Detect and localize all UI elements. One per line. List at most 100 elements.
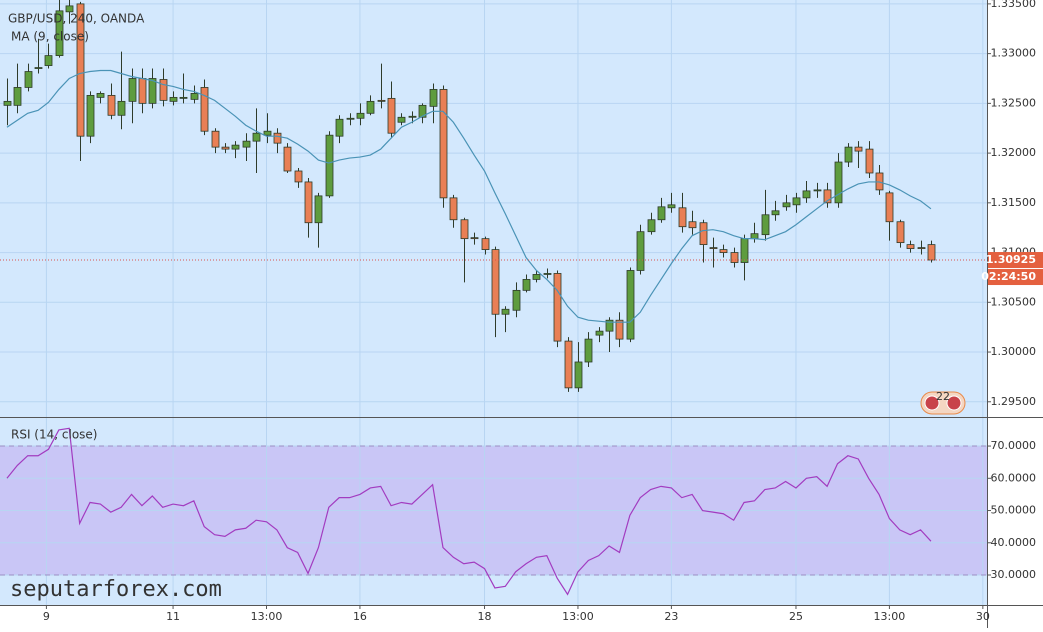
x-tick-label: 18 (478, 610, 492, 623)
candle-body (657, 206, 666, 221)
x-tick-label: 13:00 (251, 610, 283, 623)
y-tick-label: 1.31500 (991, 196, 1037, 209)
candle-body (647, 219, 656, 233)
candle-body (460, 219, 469, 240)
candle-body (470, 237, 479, 240)
x-tick-label: 23 (664, 610, 678, 623)
x-tick-label: 30 (976, 610, 990, 623)
candle-body (481, 238, 490, 250)
candle-body (325, 134, 334, 197)
candle-body (138, 78, 147, 104)
candle-body (605, 319, 614, 332)
candle-body (211, 130, 220, 148)
candle-body (834, 161, 843, 204)
y-tick-label: 60.0000 (991, 471, 1037, 484)
candle-body (792, 197, 801, 206)
candle-body (678, 207, 687, 228)
candle-body (356, 112, 365, 119)
candle-body (366, 100, 375, 114)
candle-body (636, 231, 645, 271)
ma-legend: MA (9, close) (11, 30, 89, 44)
y-tick-label: 50.0000 (991, 504, 1037, 517)
x-tick-label: 13:00 (562, 610, 594, 623)
candle-body (771, 210, 780, 216)
candle-body (200, 87, 209, 132)
line-series (6, 427, 932, 596)
candle-body (418, 104, 427, 118)
candle-body (76, 3, 85, 137)
candle-body (117, 100, 126, 116)
candle-body (823, 189, 832, 204)
countdown-box (988, 269, 1043, 286)
candle-body (885, 192, 894, 223)
candle-body (3, 100, 12, 106)
candle-body (927, 244, 936, 261)
candle-body (231, 144, 240, 150)
candle-body (107, 94, 116, 116)
candle-body (159, 79, 168, 101)
y-tick-label: 1.32500 (991, 96, 1037, 109)
candle-body (667, 204, 676, 209)
candle-body (688, 221, 697, 229)
candle-body (543, 273, 552, 275)
main-pane (0, 0, 987, 417)
candle-body (429, 89, 438, 107)
y-tick-label: 30.0000 (991, 568, 1037, 581)
candle-body (449, 197, 458, 221)
candle-body (750, 233, 759, 240)
candle-body (397, 116, 406, 123)
countdown: 02:24:50 (981, 270, 1036, 283)
candle-body (719, 249, 728, 253)
candle-body (595, 330, 604, 336)
candle-body (13, 87, 22, 106)
candle-body (906, 244, 915, 249)
candle-body (55, 10, 64, 57)
candle-body (802, 190, 811, 199)
y-tick-label: 40.0000 (991, 536, 1037, 549)
candle-body (730, 252, 739, 263)
rsi-legend: RSI (14, close) (11, 428, 97, 442)
candle-body (86, 94, 95, 137)
flag-icon (924, 395, 940, 411)
candle-body (865, 148, 874, 174)
candle-body (387, 97, 396, 134)
candle-body (377, 99, 386, 102)
candle-body (44, 55, 53, 66)
x-tick-label: 9 (43, 610, 50, 623)
x-tick-label: 11 (166, 610, 180, 623)
candle-body (522, 279, 531, 291)
x-tick-label: 13:00 (874, 610, 906, 623)
chart-title: GBP/USD, 240, OANDA (8, 12, 145, 26)
y-tick-label: 70.0000 (991, 439, 1037, 452)
candle-body (34, 67, 43, 69)
watermark: seputarforex.com (10, 577, 222, 602)
candle-body (740, 238, 749, 263)
y-tick-label: 1.30000 (991, 345, 1037, 358)
candle-body (346, 117, 355, 120)
candle-body (854, 146, 863, 152)
candle-body (782, 202, 791, 208)
candle-body (190, 93, 199, 100)
y-tick-label: 1.29500 (991, 395, 1037, 408)
candle-body (179, 96, 188, 99)
candle-body (252, 132, 261, 142)
y-tick-label: 1.33500 (991, 0, 1037, 10)
candle-body (626, 270, 635, 340)
last-price-box (988, 252, 1043, 269)
x-tick-label: 16 (353, 610, 367, 623)
candle-body (408, 115, 417, 118)
candle-body (896, 221, 905, 244)
candle-body (917, 247, 926, 249)
y-tick-label: 1.33000 (991, 47, 1037, 60)
candle-body (699, 222, 708, 246)
candle-body (263, 130, 272, 136)
candle-body (169, 96, 178, 102)
candle-body (221, 146, 230, 150)
y-tick-label: 1.30500 (991, 295, 1037, 308)
candle-body (813, 189, 822, 192)
candle-body (24, 71, 33, 88)
candle-body (128, 78, 137, 102)
badge: 22 (920, 390, 966, 415)
candle-body (242, 140, 251, 148)
candle-body (584, 338, 593, 363)
